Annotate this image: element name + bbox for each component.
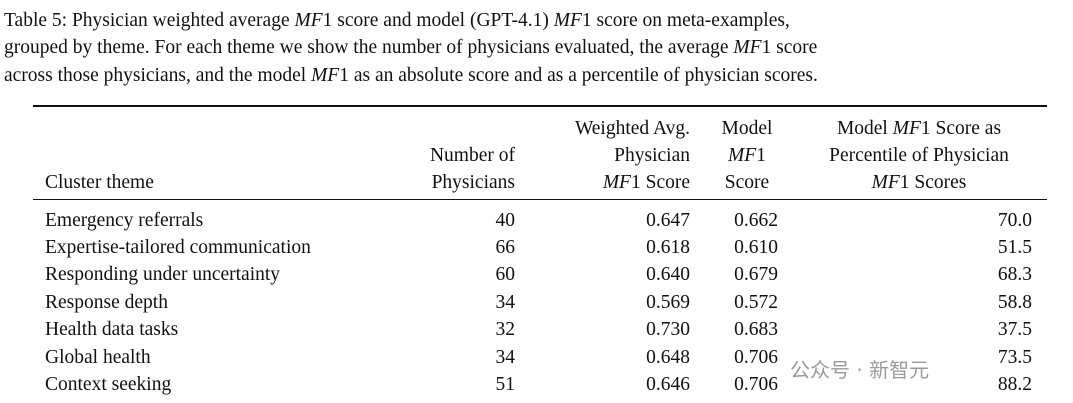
- row-label: Emergency referrals: [45, 209, 204, 231]
- cell: 70.0: [997, 209, 1032, 231]
- row-label: Expertise-tailored communication: [45, 236, 311, 258]
- cell: 37.5: [997, 319, 1032, 341]
- mid-rule: [33, 199, 1047, 200]
- header-cell: Physician: [614, 144, 690, 166]
- header-cell: Percentile of Physician: [829, 144, 1009, 166]
- cell: 51.5: [997, 236, 1032, 258]
- cell: 68.3: [997, 264, 1032, 286]
- cell: 51: [495, 373, 516, 395]
- cell: 0.730: [646, 319, 690, 341]
- cell: 88.2: [997, 373, 1032, 395]
- cell: 58.8: [997, 291, 1032, 313]
- cell: 0.648: [646, 346, 690, 368]
- header-cell: Model MF1 Score as: [836, 117, 1002, 139]
- cell: 0.706: [734, 346, 778, 368]
- cell: 0.572: [734, 291, 778, 313]
- cell: 34: [495, 291, 516, 313]
- cell: 0.618: [646, 236, 690, 258]
- caption-line: grouped by theme. For each theme we show…: [4, 37, 818, 58]
- row-label: Health data tasks: [45, 319, 179, 341]
- cell: 0.683: [734, 319, 778, 341]
- cell: 0.662: [734, 209, 778, 231]
- row-label: Response depth: [45, 291, 168, 313]
- cell: 73.5: [997, 346, 1032, 368]
- header-cell: MF1 Scores: [871, 171, 967, 193]
- header-cell: Model: [721, 117, 773, 139]
- cell: 0.706: [734, 373, 778, 395]
- cell: 0.640: [646, 264, 690, 286]
- header-cell: MF1 Score: [602, 171, 690, 193]
- cell: 40: [495, 209, 516, 231]
- cell: 34: [495, 346, 516, 368]
- header-cell: MF1: [728, 144, 766, 166]
- header-cell: Cluster theme: [45, 171, 154, 193]
- cell: 66: [495, 236, 516, 258]
- caption-line: across those physicians, and the model M…: [4, 64, 818, 86]
- caption-line: Table 5: Physician weighted average MF1 …: [4, 9, 790, 31]
- row-label: Global health: [45, 346, 151, 368]
- header-cell: Number of: [429, 144, 515, 166]
- cell: 60: [495, 264, 516, 286]
- header-cell: Physicians: [431, 171, 515, 193]
- cell: 0.647: [646, 209, 690, 231]
- row-label: Responding under uncertainty: [45, 264, 281, 286]
- header-cell: Weighted Avg.: [574, 117, 690, 139]
- cell: 0.610: [734, 236, 778, 258]
- cell: 0.646: [646, 373, 690, 395]
- cell: 32: [495, 319, 516, 341]
- cell: 0.679: [734, 264, 778, 286]
- row-label: Context seeking: [45, 373, 172, 395]
- cell: 0.569: [646, 291, 690, 313]
- watermark: 公众号 · 新智元: [790, 358, 930, 382]
- header-cell: Score: [724, 171, 770, 193]
- top-rule: [33, 105, 1047, 107]
